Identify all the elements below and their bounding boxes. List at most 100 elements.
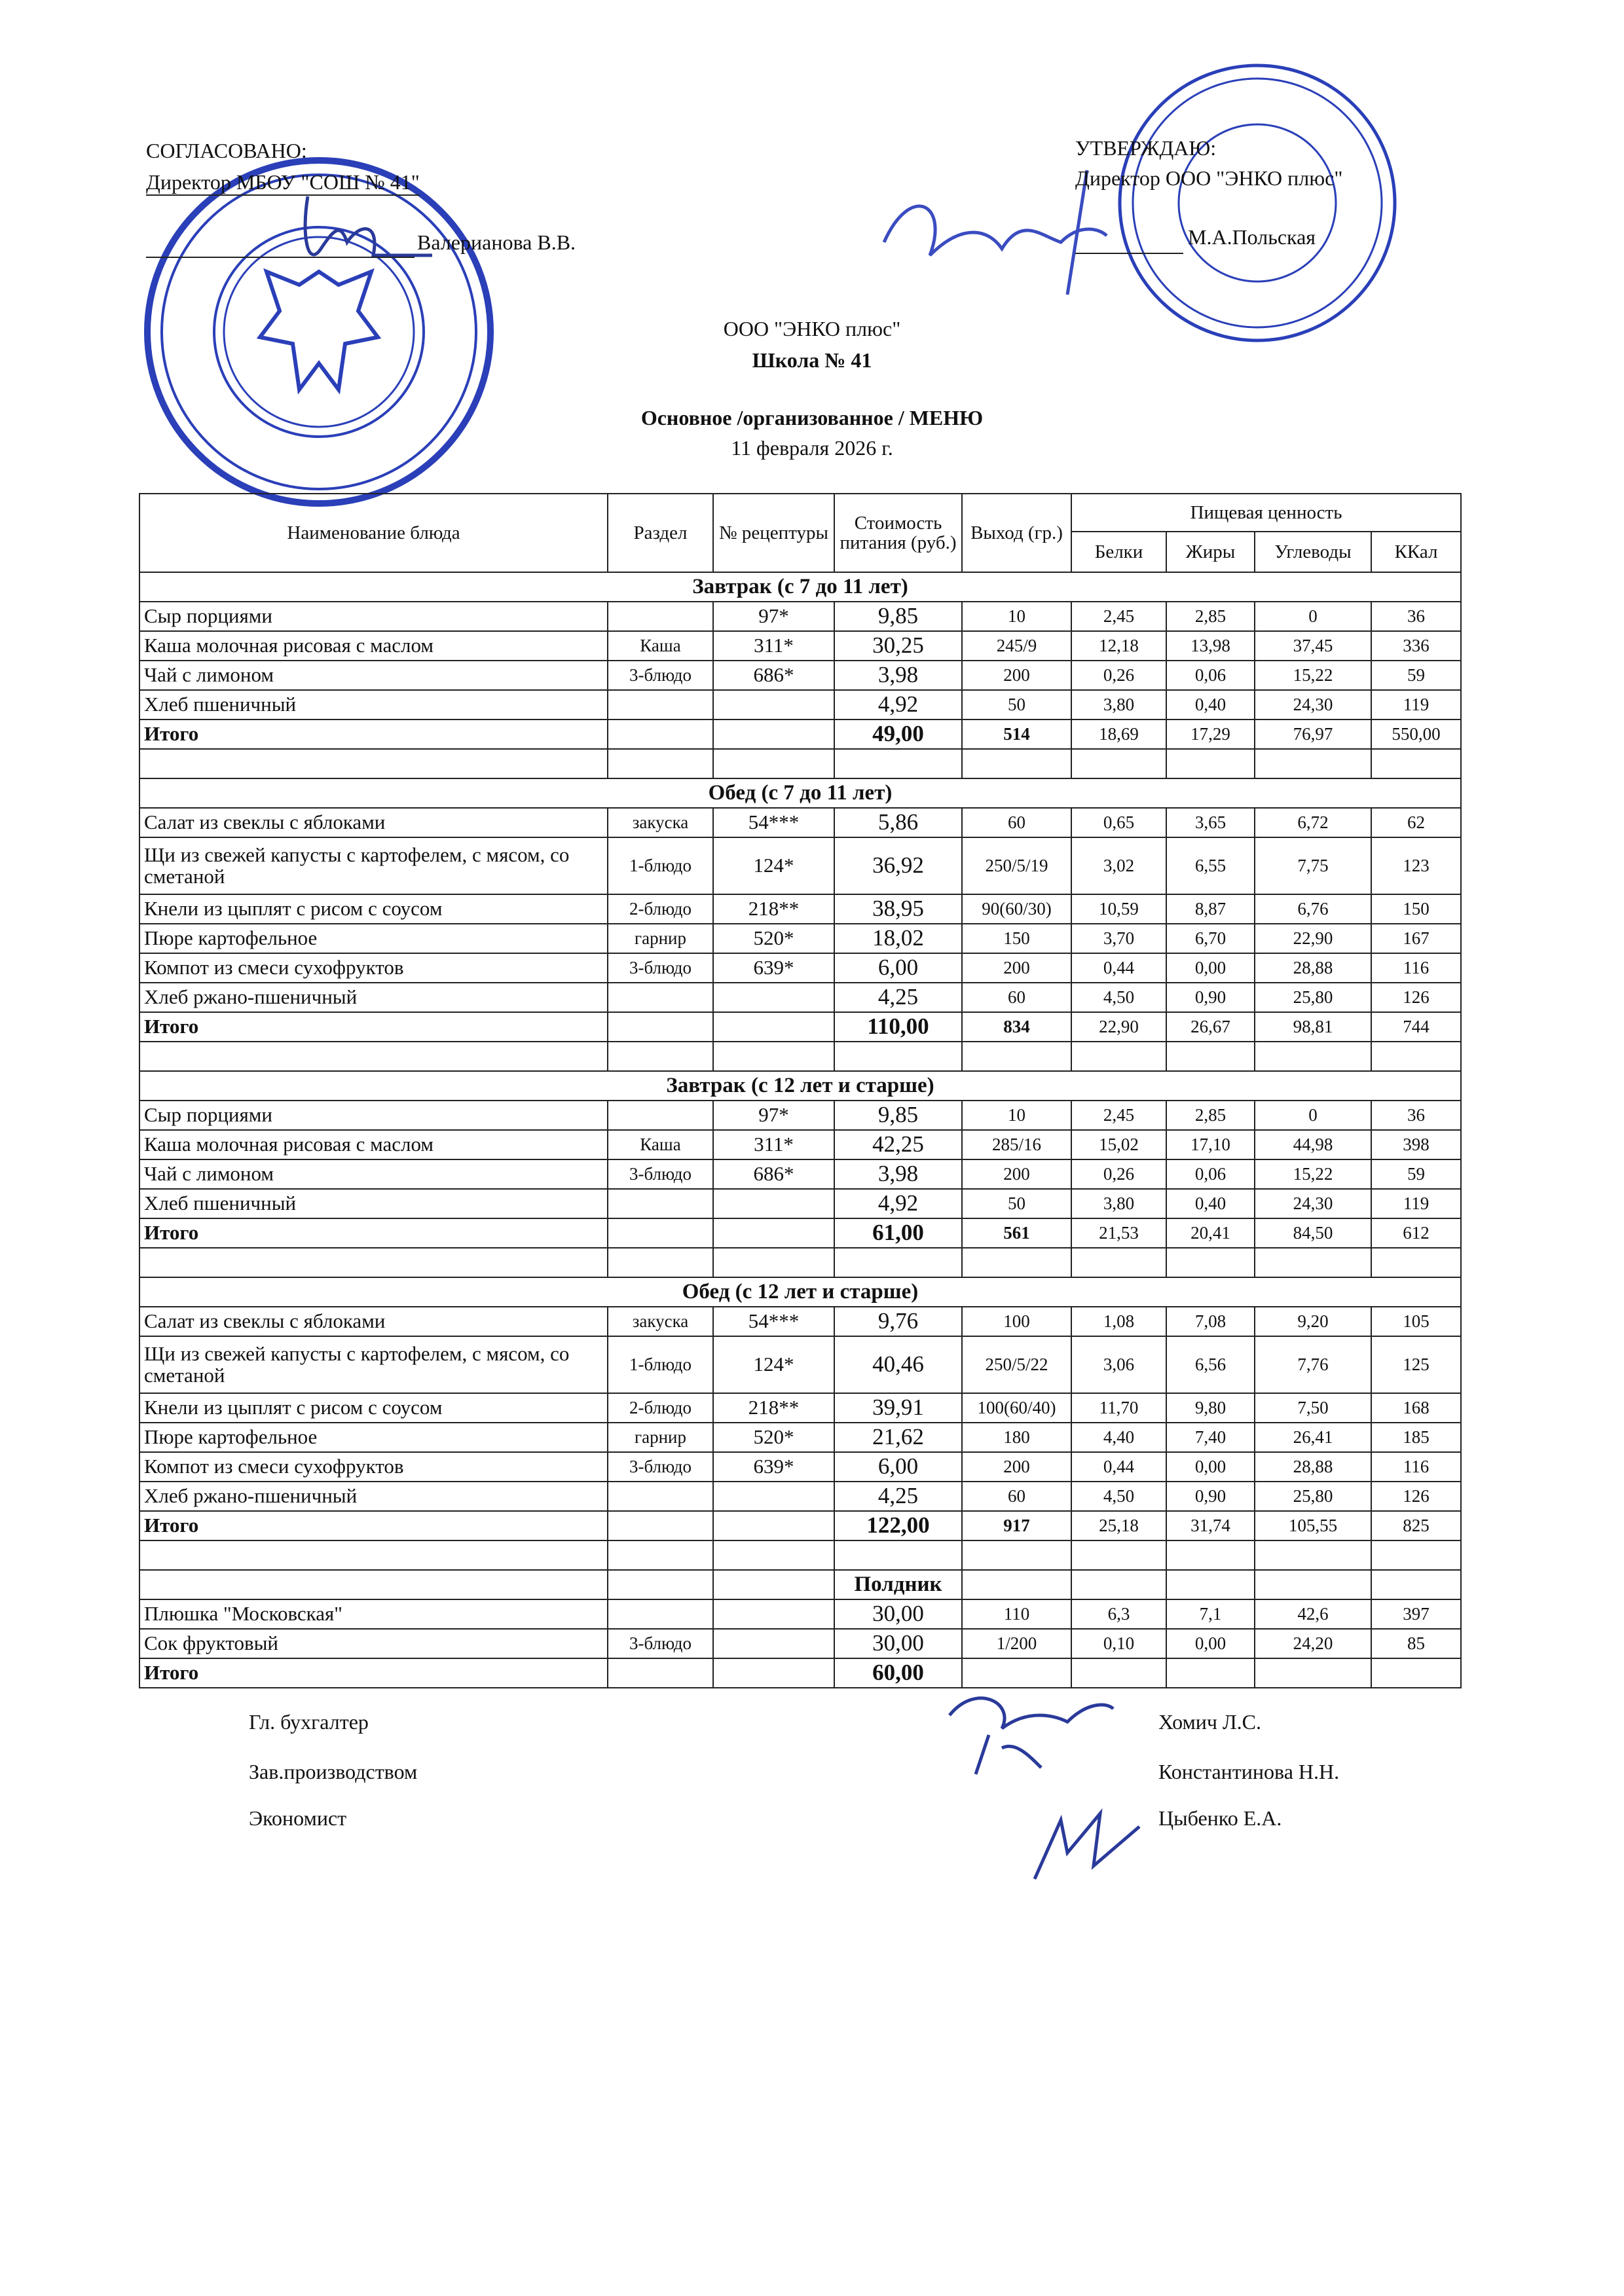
empty-cell	[834, 1247, 963, 1278]
agreed-position: Директор МБОУ "СОШ № 41"	[146, 170, 420, 196]
recipe-number: 686*	[712, 1159, 835, 1190]
recipe-number: 218**	[712, 894, 835, 924]
fat: 0,06	[1166, 1159, 1255, 1190]
menu-table: Наименование блюда Раздел № рецептуры Ст…	[138, 493, 1462, 1688]
dish-name: Чай с лимоном	[139, 660, 608, 691]
protein: 1,08	[1071, 1306, 1167, 1337]
protein: 11,70	[1071, 1393, 1167, 1423]
total-protein: 21,53	[1071, 1218, 1167, 1248]
empty-cell	[712, 1540, 835, 1571]
section: 3-блюдо	[607, 953, 714, 983]
table-row: Каша молочная рисовая с маслом Каша 311* 30…	[139, 630, 1462, 661]
section: гарнир	[607, 1422, 714, 1453]
col-kcal: ККал	[1370, 530, 1462, 574]
empty-cell	[1166, 748, 1255, 779]
total-carbs: 105,55	[1254, 1510, 1372, 1541]
dish-name: Сыр порциями	[139, 1100, 608, 1131]
table-row: Кнели из цыплят с рисом с соусом 2-блюдо 2…	[139, 894, 1462, 924]
cost: 6,00	[834, 953, 963, 983]
empty-cell	[139, 1569, 608, 1600]
total-cost: 122,00	[834, 1510, 963, 1541]
carbs: 6,72	[1254, 807, 1372, 838]
fat: 7,40	[1166, 1422, 1255, 1453]
empty-row	[139, 1540, 1462, 1571]
section: Каша	[607, 1129, 714, 1160]
empty-cell	[1370, 1041, 1462, 1072]
signature-school	[303, 196, 432, 257]
dish-name: Хлеб ржано-пшеничный	[139, 982, 608, 1013]
protein: 0,44	[1071, 1451, 1167, 1482]
agreed-label: СОГЛАСОВАНО:	[146, 139, 307, 162]
kcal: 150	[1370, 894, 1462, 924]
yield: 180	[961, 1422, 1072, 1453]
empty-cell	[607, 1041, 714, 1072]
carbs: 0	[1254, 601, 1372, 632]
cost: 9,85	[834, 1100, 963, 1131]
total-kcal: 612	[1370, 1218, 1462, 1248]
kcal: 85	[1370, 1628, 1462, 1659]
total-protein: 25,18	[1071, 1510, 1167, 1541]
table-row: Компот из смеси сухофруктов 3-блюдо 639* 6,…	[139, 1451, 1462, 1482]
empty-cell	[607, 1247, 714, 1278]
carbs: 42,6	[1254, 1599, 1372, 1630]
protein: 3,70	[1071, 923, 1167, 954]
dish-name: Каша молочная рисовая с маслом	[139, 1129, 608, 1160]
recipe-number: 124*	[712, 837, 835, 895]
menu-title: Основное /организованное / МЕНЮ	[640, 406, 984, 429]
dish-name: Сыр порциями	[139, 601, 608, 632]
agreed-signature-line	[146, 257, 415, 258]
total-recipe-number	[712, 1011, 835, 1042]
fat: 2,85	[1166, 601, 1255, 632]
dish-name: Каша молочная рисовая с маслом	[139, 630, 608, 661]
cost: 4,92	[834, 689, 963, 720]
carbs: 37,45	[1254, 630, 1372, 661]
yield: 245/9	[961, 630, 1072, 661]
kcal: 397	[1370, 1599, 1462, 1630]
section	[607, 601, 714, 632]
table-row: Сыр порциями 97* 9,85 10 2,45 2,85 0 36	[139, 601, 1462, 632]
cost: 30,25	[834, 630, 963, 661]
total-row: Итого 122,00 917 25,18 31,74 105,55 825	[139, 1510, 1462, 1541]
section-title-row: Обед (с 7 до 11 лет)	[138, 778, 1462, 809]
empty-cell	[1166, 1041, 1255, 1072]
fat: 8,87	[1166, 894, 1255, 924]
cost: 39,91	[834, 1393, 963, 1423]
total-cost: 61,00	[834, 1218, 963, 1248]
table-row: Щи из свежей капусты с картофелем, с мяс…	[139, 1336, 1462, 1394]
empty-cell	[607, 1569, 714, 1600]
fat: 6,55	[1166, 837, 1255, 895]
empty-cell	[1071, 1041, 1167, 1072]
dish-name: Хлеб пшеничный	[139, 689, 608, 720]
empty-cell	[1254, 1247, 1372, 1278]
fat: 6,56	[1166, 1336, 1255, 1394]
section: закуска	[607, 1306, 714, 1337]
fat: 0,90	[1166, 982, 1255, 1013]
yield: 285/16	[961, 1129, 1072, 1160]
section: 2-блюдо	[607, 894, 714, 924]
section: закуска	[607, 807, 714, 838]
total-cost: 60,00	[834, 1658, 963, 1688]
recipe-number	[712, 1188, 835, 1219]
kcal: 125	[1370, 1336, 1462, 1394]
protein: 2,45	[1071, 601, 1167, 632]
total-kcal: 744	[1370, 1011, 1462, 1042]
recipe-number: 97*	[712, 1100, 835, 1131]
table-row: Сок фруктовый 3-блюдо 30,00 1/200 0,10 0,00 24…	[139, 1628, 1462, 1659]
section: 3-блюдо	[607, 660, 714, 691]
empty-cell	[712, 1569, 835, 1600]
recipe-number: 311*	[712, 1129, 835, 1160]
fat: 17,10	[1166, 1129, 1255, 1160]
cost: 6,00	[834, 1451, 963, 1482]
table-row: Хлеб ржано-пшеничный 4,25 60 4,50 0,90 25,80 1…	[139, 982, 1462, 1013]
section-title: Завтрак (с 7 до 11 лет)	[138, 572, 1462, 602]
recipe-number: 639*	[712, 953, 835, 983]
fat: 0,06	[1166, 660, 1255, 691]
recipe-number: 686*	[712, 660, 835, 691]
yield: 250/5/22	[961, 1336, 1072, 1394]
fat: 2,85	[1166, 1100, 1255, 1131]
total-yield: 917	[961, 1510, 1072, 1541]
empty-cell	[961, 1247, 1072, 1278]
kcal: 123	[1370, 837, 1462, 895]
carbs: 26,41	[1254, 1422, 1372, 1453]
carbs: 24,30	[1254, 689, 1372, 720]
